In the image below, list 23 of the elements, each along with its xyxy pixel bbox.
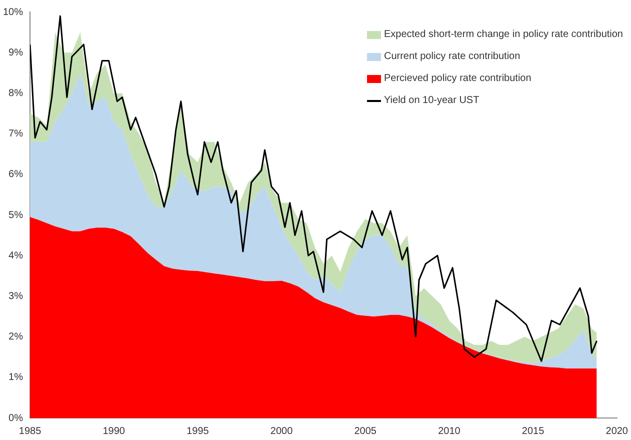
y-tick-label: 5%	[8, 210, 24, 221]
legend-label: Yield on 10-year UST	[384, 94, 480, 108]
legend-label: Expected short-term change in policy rate contribution	[384, 28, 623, 42]
y-tick-label: 2%	[8, 332, 24, 343]
y-tick-label: 3%	[8, 290, 24, 302]
y-tick-label: 10%	[3, 6, 24, 18]
x-tick-label: 2005	[354, 426, 377, 437]
x-tick-label: 2015	[522, 426, 545, 437]
x-tick-label: 2000	[270, 426, 294, 437]
x-tick-label: 2010	[438, 426, 461, 437]
y-tick-label: 4%	[8, 250, 24, 262]
x-tick-label: 1995	[186, 426, 210, 437]
y-tick-label: 9%	[8, 47, 24, 58]
y-tick-label: 8%	[8, 88, 24, 99]
legend-label: Current policy rate contribution	[384, 50, 520, 64]
y-tick-label: 1%	[8, 372, 24, 384]
legend-label: Percieved policy rate contribution	[384, 72, 532, 86]
y-tick-label: 6%	[8, 169, 24, 180]
x-tick-label: 2020	[606, 426, 628, 437]
y-tick-label: 7%	[8, 128, 24, 140]
x-tick-label: 1985	[18, 426, 42, 437]
x-tick-label: 1990	[102, 426, 126, 437]
y-tick-label: 0%	[8, 412, 24, 424]
